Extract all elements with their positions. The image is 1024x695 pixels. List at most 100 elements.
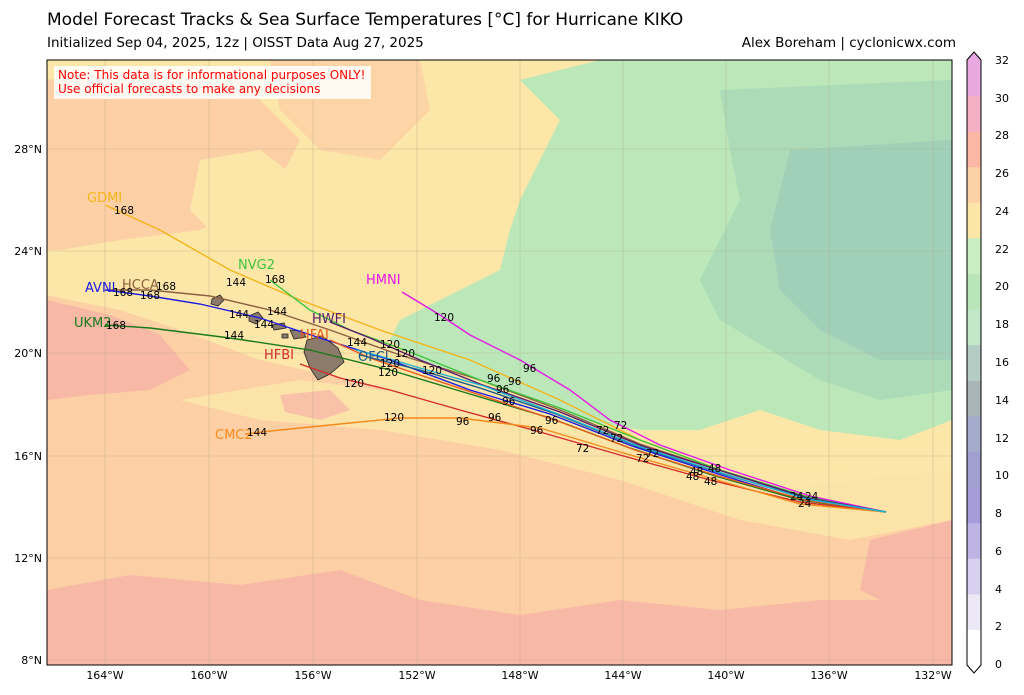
hour-label: 48 [704, 476, 717, 488]
hour-label: 144 [229, 309, 249, 321]
colorbar-tick: 16 [995, 356, 1009, 369]
colorbar-tick: 14 [995, 394, 1009, 407]
lon-label: 160°W [190, 669, 227, 682]
hour-label: 96 [487, 373, 501, 385]
track-hfai [329, 339, 887, 513]
hour-label: 168 [140, 290, 160, 302]
colorbar-tick: 0 [995, 658, 1002, 671]
hour-label: 24 [805, 491, 819, 503]
forecast-hour-labels: 168 168 168 168 168 168 144 144 144 144 … [106, 205, 819, 510]
hour-label: 96 [502, 396, 516, 408]
hour-label: 48 [708, 463, 721, 475]
lon-label: 144°W [604, 669, 641, 682]
colorbar-segment [967, 131, 981, 168]
colorbar-extend-top [967, 52, 981, 60]
hour-label: 72 [646, 448, 659, 460]
longitude-labels: 164°W 160°W 156°W 152°W 148°W 144°W 140°… [86, 669, 951, 682]
colorbar-outline [966, 51, 982, 674]
lon-label: 152°W [398, 669, 435, 682]
colorbar-segment [967, 380, 981, 417]
hour-label: 96 [496, 384, 510, 396]
hour-label: 144 [247, 427, 267, 439]
hour-label: 168 [156, 281, 176, 293]
colorbar-tick: 12 [995, 432, 1009, 445]
hour-label: 48 [690, 466, 703, 478]
colorbar-labels: 32 30 28 26 24 22 20 18 16 14 12 10 8 6 … [995, 54, 1009, 671]
hour-label: 96 [545, 415, 559, 427]
hour-label: 72 [614, 420, 627, 432]
lat-label: 12°N [14, 552, 42, 565]
colorbar-segment [967, 60, 981, 97]
lat-label: 28°N [14, 143, 42, 156]
credit-text: Alex Boreham | cyclonicwx.com [741, 35, 956, 51]
hour-label: 168 [265, 274, 285, 286]
lat-label: 24°N [14, 245, 42, 258]
colorbar-segment [967, 629, 981, 666]
lon-label: 132°W [914, 669, 951, 682]
hour-label: 144 [267, 306, 287, 318]
track-cmc2 [244, 417, 887, 513]
colorbar-segment [967, 202, 981, 239]
track-ukm2 [104, 324, 887, 513]
disclaimer-note: Note: This data is for informational pur… [54, 66, 372, 99]
hour-label: 144 [347, 337, 367, 349]
lon-label: 136°W [810, 669, 847, 682]
hour-label: 120 [384, 412, 404, 424]
colorbar-segment [967, 451, 981, 488]
colorbar-tick: 10 [995, 469, 1009, 482]
lon-label: 156°W [294, 669, 331, 682]
hour-label: 72 [636, 453, 649, 465]
hour-label: 96 [523, 363, 537, 375]
lat-label: 16°N [14, 450, 42, 463]
colorbar-segment [967, 237, 981, 275]
colorbar-segment [967, 166, 981, 203]
colorbar-segment [967, 522, 981, 559]
lat-label: 8°N [21, 654, 42, 667]
model-label-gdmi: GDMI [87, 191, 122, 206]
track-hwfi [329, 321, 887, 513]
disclaimer-line-2: Use official forecasts to make any decis… [58, 82, 321, 96]
sst-colorbar [966, 51, 982, 674]
colorbar-segment [967, 415, 981, 452]
lon-label: 140°W [707, 669, 744, 682]
colorbar-segment [967, 558, 981, 595]
hour-label: 48 [686, 471, 699, 483]
model-label-hmni: HMNI [366, 273, 401, 288]
model-label-ofci: OFCI [358, 350, 389, 365]
hour-label: 72 [596, 425, 609, 437]
lat-label: 20°N [14, 347, 42, 360]
hour-label: 144 [224, 330, 244, 342]
colorbar-tick: 28 [995, 129, 1009, 142]
model-label-cmc2: CMC2 [215, 428, 253, 443]
track-hmni [401, 291, 887, 513]
colorbar-segment [967, 593, 981, 630]
hour-label: 96 [530, 425, 544, 437]
hour-label: 96 [508, 376, 522, 388]
hour-label: 120 [395, 348, 415, 360]
colorbar-tick: 22 [995, 243, 1009, 256]
grid-lines [47, 60, 952, 665]
hour-label: 168 [106, 320, 126, 332]
colorbar-tick: 30 [995, 92, 1009, 105]
hour-label: 72 [576, 443, 589, 455]
colorbar-tick: 6 [995, 545, 1002, 558]
hour-label: 168 [114, 205, 134, 217]
hour-label: 120 [378, 367, 398, 379]
colorbar-segment [967, 487, 981, 524]
hour-label: 144 [254, 319, 274, 331]
hour-label: 120 [380, 358, 400, 370]
colorbar-tick: 32 [995, 54, 1009, 67]
model-label-hcca: HCCA [122, 278, 159, 293]
map-subtitle: Initialized Sep 04, 2025, 12z | OISST Da… [47, 35, 424, 51]
model-label-hfbi: HFBI [264, 348, 294, 363]
colorbar-segment [967, 95, 981, 132]
track-extra-cyan [355, 349, 887, 513]
model-label-ukm2: UKM2 [74, 316, 112, 331]
model-label-avni: AVNI [85, 281, 116, 296]
hour-label: 96 [488, 412, 502, 424]
hour-label: 120 [344, 378, 364, 390]
latitude-labels: 28°N 24°N 20°N 16°N 12°N 8°N [14, 143, 42, 667]
sst-field [47, 60, 952, 665]
track-nvg2 [269, 279, 887, 513]
